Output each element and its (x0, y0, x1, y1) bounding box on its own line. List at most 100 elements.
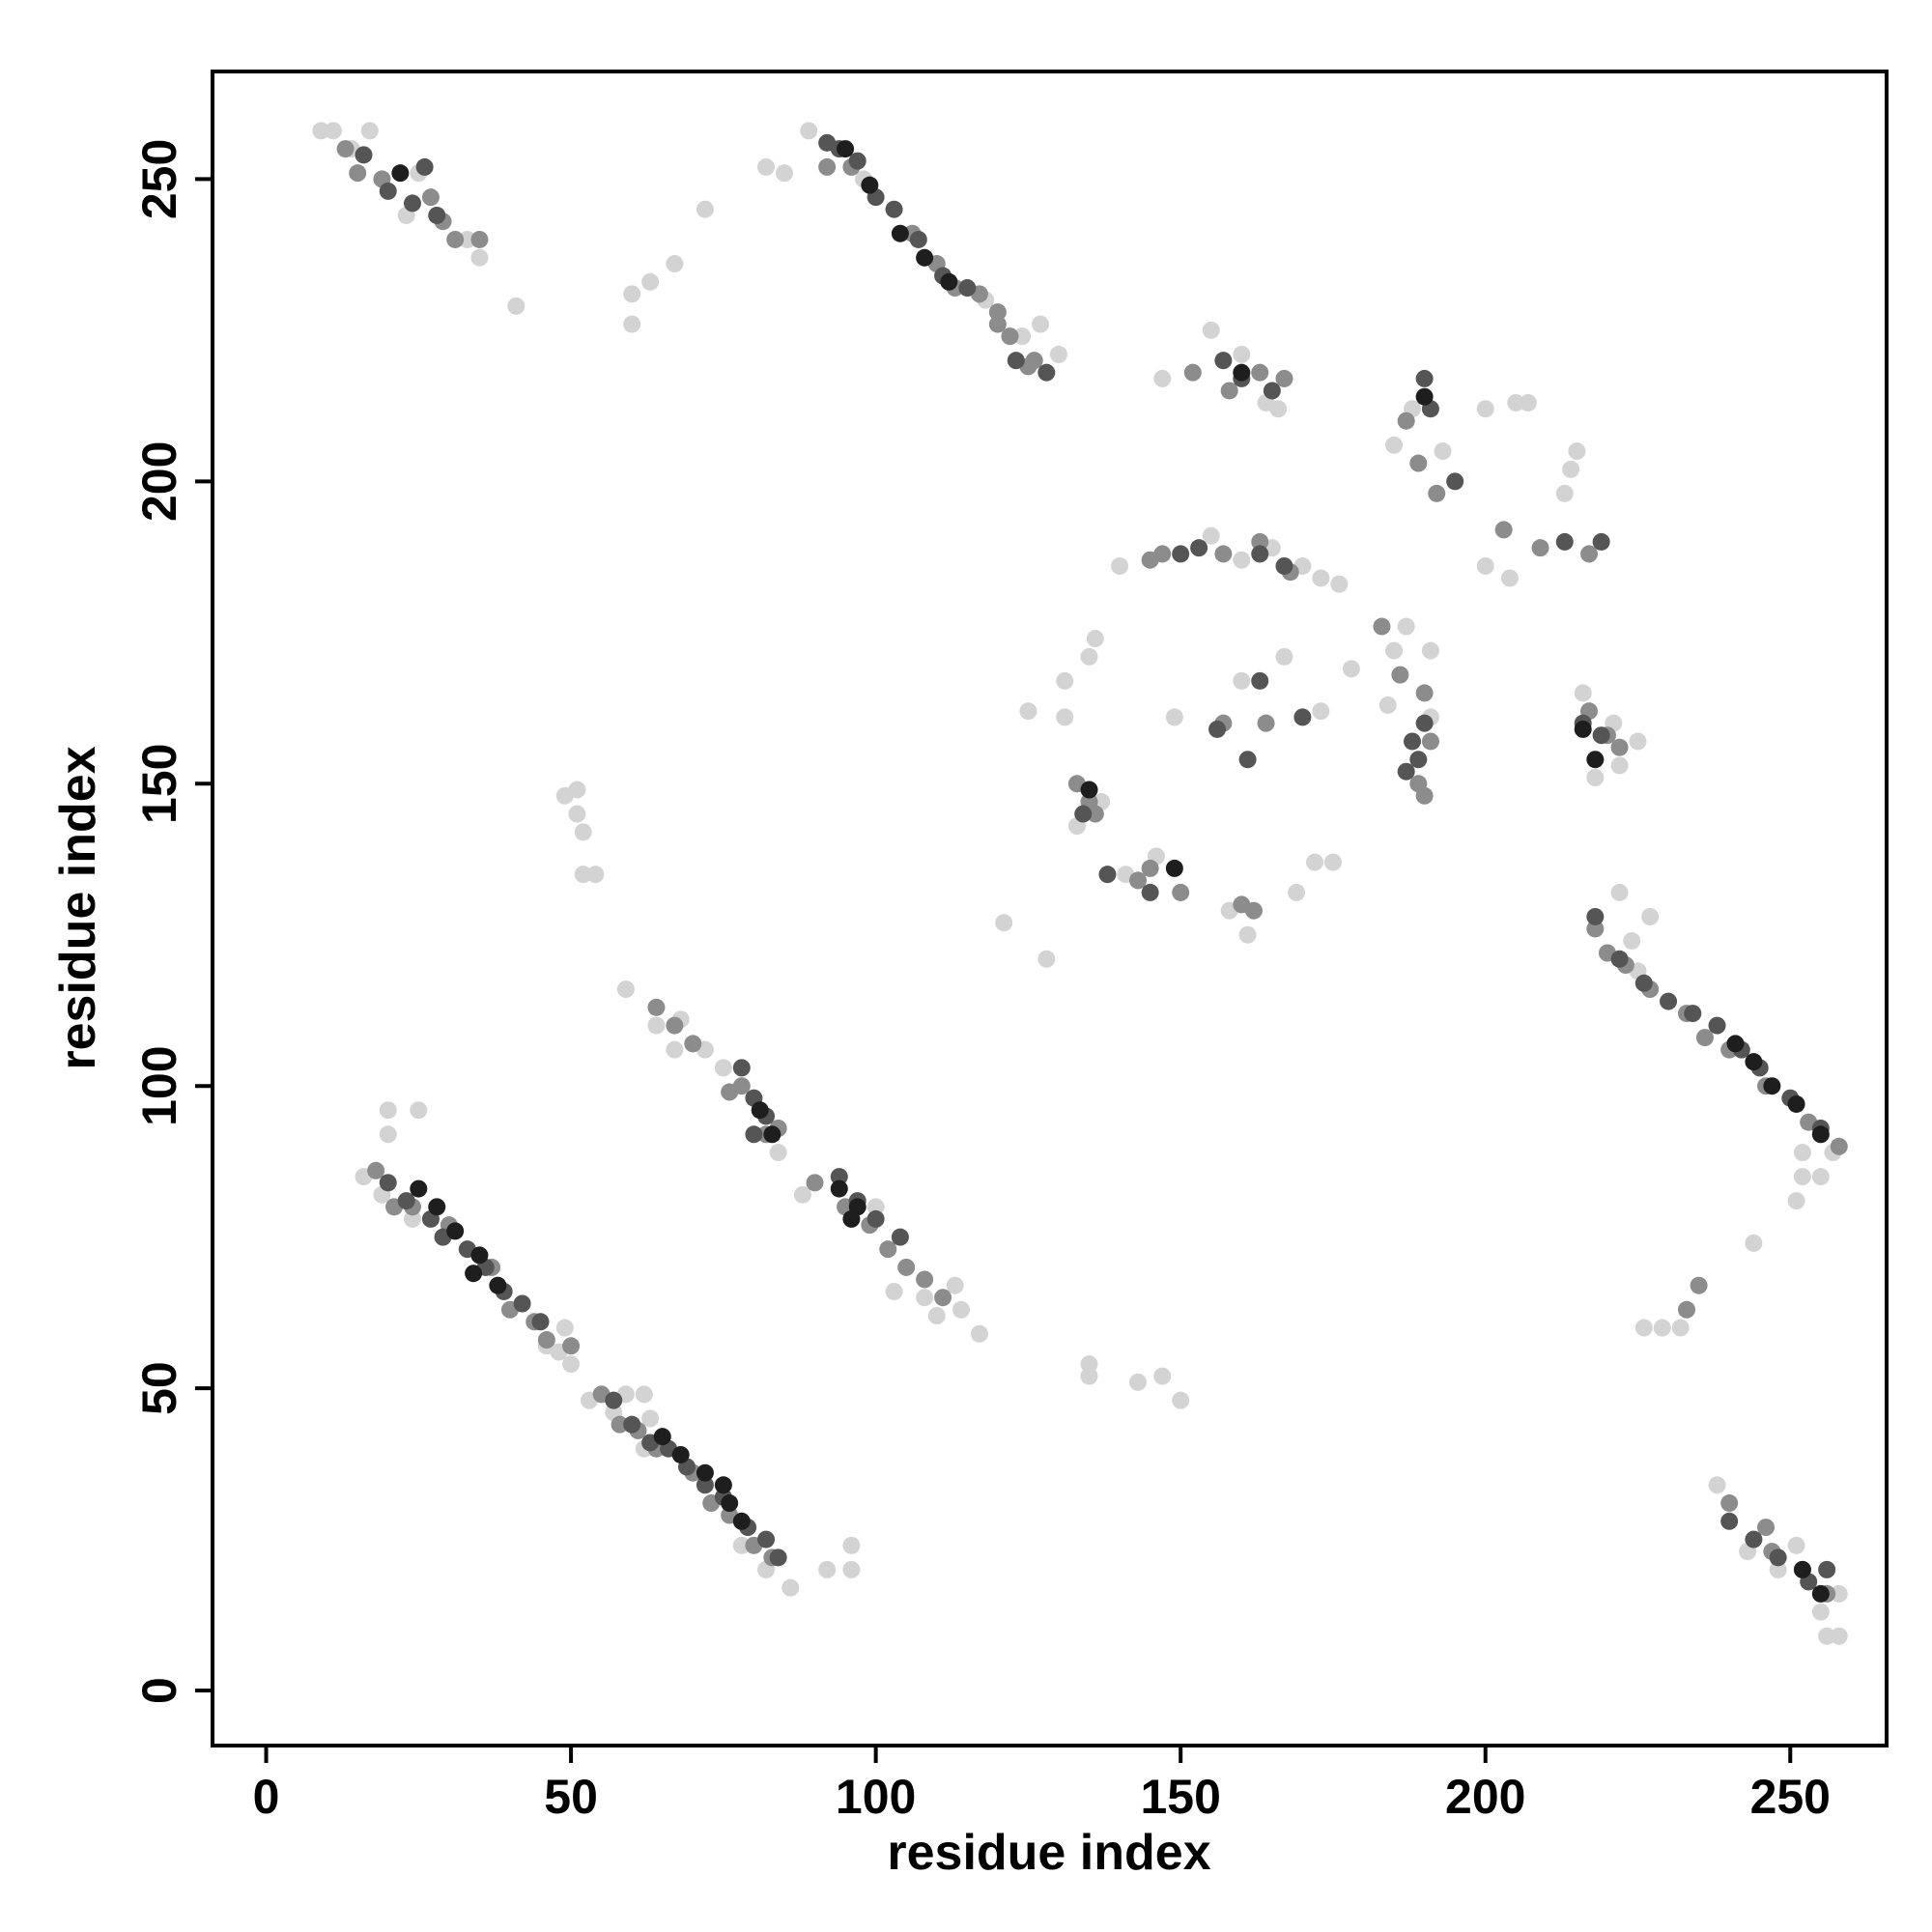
point (830, 1179, 848, 1198)
x-axis-label: residue index (887, 1825, 1210, 1881)
point (623, 315, 641, 333)
point (1080, 647, 1098, 666)
point (1238, 925, 1257, 944)
point (1037, 363, 1056, 382)
point (513, 1294, 531, 1313)
point (1818, 1627, 1836, 1645)
x-tick-label: 50 (544, 1770, 598, 1824)
point (1269, 400, 1288, 418)
point (732, 1059, 751, 1077)
point (1172, 545, 1190, 563)
point (1507, 393, 1525, 412)
point (1275, 369, 1293, 387)
point (684, 1035, 702, 1053)
point (1641, 907, 1660, 925)
point (696, 1476, 714, 1494)
point (988, 303, 1007, 322)
point (1726, 1035, 1745, 1053)
point (653, 1428, 671, 1446)
point (721, 1494, 739, 1513)
point (1275, 556, 1293, 575)
point (605, 1391, 623, 1409)
point (1415, 786, 1434, 805)
point (1233, 345, 1251, 363)
point (1397, 617, 1415, 636)
point (1397, 412, 1415, 430)
point (1769, 1548, 1787, 1567)
point (1574, 720, 1592, 738)
point (1476, 556, 1494, 575)
point (421, 188, 440, 207)
point (671, 1445, 690, 1463)
point (1330, 575, 1349, 593)
point (696, 1463, 714, 1482)
point (1415, 714, 1434, 732)
point (1378, 696, 1397, 714)
point (714, 1476, 732, 1494)
point (611, 1415, 629, 1434)
point (1080, 1367, 1098, 1385)
point (1153, 1367, 1172, 1385)
point (946, 1276, 964, 1294)
point (769, 1144, 787, 1162)
point (934, 1289, 952, 1307)
point (800, 122, 818, 140)
point (623, 285, 641, 303)
point (1720, 1494, 1739, 1513)
point (1793, 1560, 1811, 1578)
point (641, 1409, 660, 1428)
point (1056, 671, 1074, 690)
point (1555, 484, 1574, 502)
point (763, 1125, 781, 1144)
point (1708, 1016, 1726, 1035)
point (757, 157, 776, 176)
point (1415, 369, 1434, 387)
x-tick-label: 200 (1445, 1770, 1525, 1824)
point (1428, 484, 1446, 502)
point (635, 1385, 653, 1404)
point (1409, 454, 1428, 472)
point (1629, 732, 1647, 751)
point (1653, 1319, 1671, 1337)
point (1342, 660, 1360, 678)
point (641, 272, 660, 291)
point (1391, 666, 1409, 684)
point (818, 157, 837, 176)
point (428, 206, 446, 224)
point (848, 152, 867, 170)
point (1690, 1276, 1708, 1294)
point (732, 1536, 751, 1554)
point (970, 1324, 988, 1343)
point (1111, 556, 1129, 575)
point (1172, 1391, 1190, 1409)
point (781, 1578, 800, 1597)
point (404, 1209, 422, 1228)
point (1032, 315, 1050, 333)
point (1720, 1512, 1739, 1530)
point (446, 230, 465, 248)
point (891, 224, 909, 242)
point (1494, 521, 1513, 539)
point (1275, 647, 1293, 666)
point (1830, 1137, 1848, 1155)
point (1830, 1627, 1848, 1645)
point (1434, 442, 1452, 461)
point (1531, 539, 1549, 557)
point (1787, 1094, 1805, 1113)
point (1610, 756, 1629, 775)
point (1421, 641, 1439, 660)
point (1001, 327, 1019, 346)
point (1074, 805, 1093, 823)
plot-points (312, 122, 1848, 1645)
point (355, 146, 373, 164)
point (1586, 751, 1605, 769)
point (1080, 781, 1098, 799)
point (1586, 920, 1605, 938)
point (367, 1161, 385, 1179)
point (1373, 617, 1391, 636)
point (732, 1512, 751, 1530)
point (1660, 992, 1678, 1010)
point (666, 255, 684, 273)
point (775, 164, 793, 183)
plot-frame (211, 70, 1889, 1747)
